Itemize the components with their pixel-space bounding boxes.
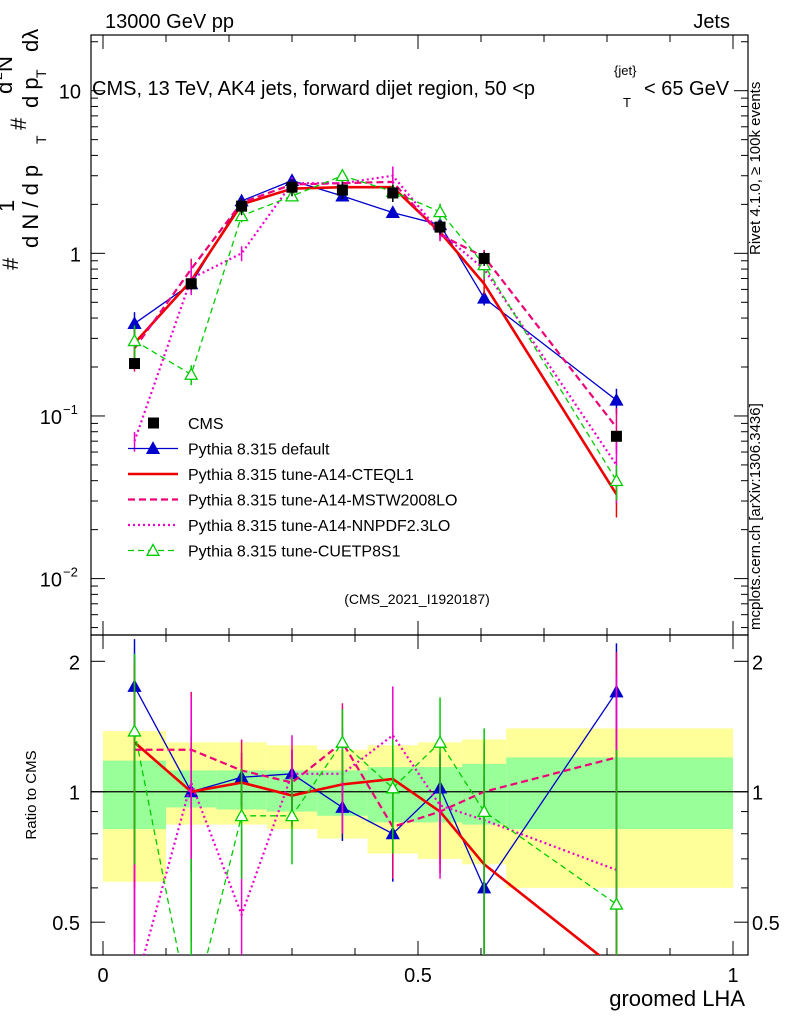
legend-marker-default: [145, 441, 161, 454]
ratio-y-tick-label-right: 1: [752, 783, 763, 805]
series-point-cuetp8s1: [609, 473, 624, 487]
y-tick-label: 10: [59, 82, 81, 104]
legend-entry-default: Pythia 8.315 default: [128, 441, 330, 459]
legend-entry-mstw: Pythia 8.315 tune-A14-MSTW2008LO: [128, 493, 457, 510]
ratio-point-cuetp8s1: [609, 896, 624, 910]
series-point-cuetp8s1: [127, 333, 142, 347]
series-point-cuetp8s1: [234, 208, 249, 222]
ylabel-sup-2: 2: [0, 72, 5, 80]
x-tick-label: 0: [97, 965, 108, 987]
title-sub: T: [623, 95, 631, 110]
title-sup: {jet}: [614, 63, 637, 78]
ratio-line-mstw: [134, 740, 617, 829]
cms-data-point: [434, 221, 446, 233]
legend-label-cms: CMS: [188, 416, 224, 433]
y-tick-label-base: 10: [40, 407, 62, 429]
series-line-cuetp8s1: [134, 175, 618, 482]
main-series-group: [127, 166, 624, 518]
analysis-tag: (CMS_2021_I1920187): [344, 591, 490, 607]
ylabel-n: N: [0, 56, 17, 72]
y-tick-label-base: 1: [70, 244, 81, 266]
y-tick-label-exp: −2: [63, 565, 78, 580]
series-line-mstw: [133, 180, 618, 429]
ylabel-sub-t2: T: [33, 69, 49, 78]
header-right: Jets: [693, 11, 730, 33]
series-point-default: [477, 290, 492, 304]
header-left: 13000 GeV pp: [105, 11, 234, 33]
y-tick-label: 1: [70, 244, 81, 266]
ratio-point-cuetp8s1: [432, 735, 448, 748]
y-axis-label: # 1 d N / d p T # d p T d 2 N dλ: [0, 29, 49, 270]
series-line-default: [134, 179, 617, 401]
y-tick-label: 10 −2: [40, 565, 78, 592]
cms-data-point: [286, 181, 298, 193]
cms-data-point: [185, 278, 197, 290]
ratio-point-cuetp8s1: [385, 780, 400, 794]
ratio-y-tick-label-right: 2: [752, 652, 763, 674]
ylabel-dlambda: dλ: [18, 29, 43, 52]
y-tick-label-base: 10: [40, 570, 62, 592]
y-tick-label-base: 10: [59, 82, 81, 104]
ratio-point-cuetp8s1: [477, 804, 492, 818]
ratio-frame-border: [90, 634, 749, 956]
ratio-y-tick-label-right: 0.5: [752, 913, 780, 935]
cms-data-point: [610, 430, 622, 442]
y-tick-label-exp: −1: [63, 402, 78, 417]
x-tick-label: 0.5: [404, 965, 432, 987]
ratio-panel: 0.5 0.5 1 1 2 2: [52, 634, 780, 1023]
cms-data-point: [387, 187, 399, 199]
legend-entry-nnpdf: Pythia 8.315 tune-A14-NNPDF2.3LO: [128, 518, 450, 535]
series-point-cuetp8s1: [184, 367, 199, 380]
ratio-band-green: [506, 757, 733, 830]
y-tick-label: 10 −1: [40, 402, 78, 429]
series-point-cuetp8s1: [432, 204, 448, 218]
ratio-point-cuetp8s1: [185, 1012, 197, 1023]
legend-label-cteql1: Pythia 8.315 tune-A14-CTEQL1: [188, 467, 414, 484]
legend-label-cuetp8s1: Pythia 8.315 tune-CUETP8S1: [188, 544, 401, 561]
side-mcplots-text: mcplots.cern.ch [arXiv:1306.3436]: [747, 403, 764, 630]
series-point-default: [609, 392, 624, 406]
title-end: < 65 GeV: [644, 78, 730, 100]
cms-data-point: [129, 358, 140, 370]
ratio-point-cuetp8s1: [234, 808, 249, 822]
legend-entry-cteql1: Pythia 8.315 tune-A14-CTEQL1: [128, 467, 414, 484]
ylabel-hash-1: #: [0, 257, 23, 270]
x-tick-label: 1: [727, 965, 738, 987]
series-point-cuetp8s1: [335, 168, 350, 182]
cms-data-point: [478, 252, 490, 264]
ratio-y-tick-label: 1: [69, 783, 80, 805]
cms-data-point: [336, 184, 348, 196]
side-rivet-text: Rivet 4.1.0, ≥ 100k events: [747, 82, 764, 255]
legend-marker-cuetp8s1: [145, 543, 161, 556]
ratio-point-cuetp8s1: [335, 735, 350, 748]
ylabel-hash-2: #: [6, 117, 31, 130]
ratio-point-cuetp8s1: [284, 808, 300, 822]
ylabel-d: d: [0, 82, 17, 94]
ratio-y-label: Ratio to CMS: [23, 750, 40, 839]
legend-entry-cms: CMS: [148, 416, 224, 433]
legend-label-nnpdf: Pythia 8.315 tune-A14-NNPDF2.3LO: [188, 518, 450, 535]
ylabel-one: 1: [0, 200, 19, 212]
legend-label-default: Pythia 8.315 default: [188, 442, 330, 459]
title-main: CMS, 13 TeV, AK4 jets, forward dijet reg…: [92, 78, 535, 100]
x-axis-label: groomed LHA: [609, 986, 745, 1011]
ratio-y-tick-label: 2: [69, 652, 80, 674]
cms-data-point: [236, 200, 248, 212]
ratio-y-tick-label: 0.5: [52, 913, 80, 935]
plot-title: CMS, 13 TeV, AK4 jets, forward dijet reg…: [92, 63, 730, 110]
legend-label-mstw: Pythia 8.315 tune-A14-MSTW2008LO: [188, 493, 457, 510]
ylabel-dndpt: d N / d p: [18, 165, 43, 248]
legend-entry-cuetp8s1: Pythia 8.315 tune-CUETP8S1: [128, 543, 401, 561]
legend: CMS Pythia 8.315 default Pythia 8.315 tune…: [128, 416, 457, 561]
series-point-default: [385, 205, 400, 219]
ratio-series-group: [127, 639, 624, 1023]
ylabel-dpt: d p: [18, 77, 43, 108]
ratio-point-cuetp8s1: [127, 723, 142, 737]
legend-marker-cms: [148, 417, 159, 429]
ylabel-sub-t1: T: [33, 135, 49, 144]
